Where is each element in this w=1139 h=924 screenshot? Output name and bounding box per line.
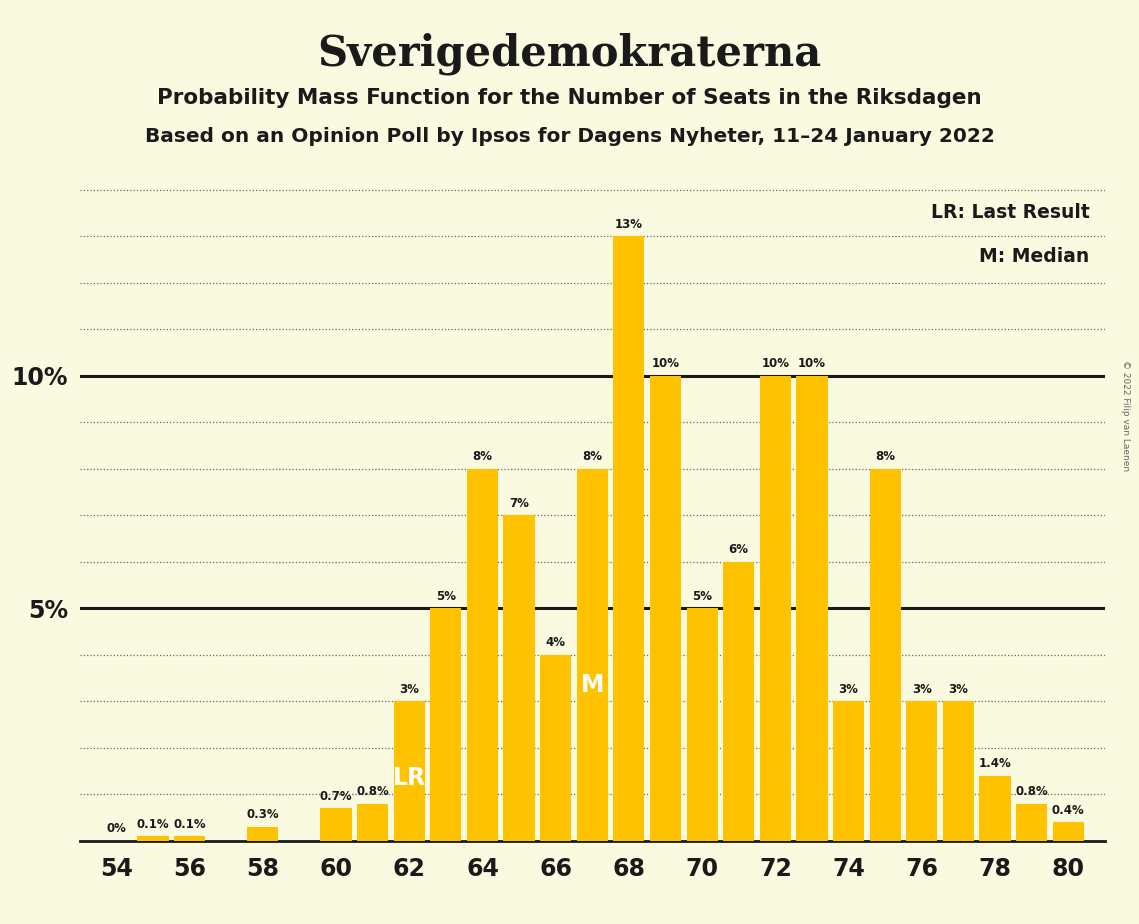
Bar (174, 836, 205, 841)
Bar (540, 655, 572, 841)
Bar (467, 468, 498, 841)
Bar (760, 376, 790, 841)
Text: 0.4%: 0.4% (1051, 804, 1084, 817)
Text: 0.1%: 0.1% (137, 818, 170, 831)
Bar (431, 608, 461, 841)
Text: 3%: 3% (949, 683, 968, 696)
Text: 8%: 8% (875, 450, 895, 463)
Bar (320, 808, 352, 841)
Bar (247, 827, 278, 841)
Text: 0.7%: 0.7% (320, 790, 352, 803)
Bar (833, 701, 865, 841)
Bar (980, 776, 1010, 841)
Text: 10%: 10% (798, 357, 826, 371)
Text: 10%: 10% (761, 357, 789, 371)
Text: 4%: 4% (546, 637, 566, 650)
Text: LR: LR (393, 766, 426, 790)
Text: 3%: 3% (838, 683, 859, 696)
Bar (1016, 804, 1047, 841)
Text: 1.4%: 1.4% (978, 757, 1011, 770)
Bar (357, 804, 388, 841)
Bar (576, 468, 608, 841)
Bar (138, 836, 169, 841)
Text: Sverigedemokraterna: Sverigedemokraterna (318, 32, 821, 75)
Text: Probability Mass Function for the Number of Seats in the Riksdagen: Probability Mass Function for the Number… (157, 88, 982, 108)
Text: 8%: 8% (582, 450, 603, 463)
Text: Based on an Opinion Poll by Ipsos for Dagens Nyheter, 11–24 January 2022: Based on an Opinion Poll by Ipsos for Da… (145, 127, 994, 146)
Bar (869, 468, 901, 841)
Bar (907, 701, 937, 841)
Text: 5%: 5% (693, 590, 712, 602)
Text: 5%: 5% (436, 590, 456, 602)
Bar (687, 608, 718, 841)
Text: 0%: 0% (106, 822, 126, 835)
Text: 13%: 13% (615, 217, 642, 230)
Text: LR: Last Result: LR: Last Result (931, 203, 1089, 223)
Text: 0.1%: 0.1% (173, 818, 206, 831)
Text: 8%: 8% (473, 450, 492, 463)
Text: 7%: 7% (509, 496, 528, 510)
Text: 3%: 3% (912, 683, 932, 696)
Bar (613, 237, 645, 841)
Text: M: Median: M: Median (980, 248, 1089, 266)
Bar (650, 376, 681, 841)
Text: M: M (581, 673, 604, 697)
Text: © 2022 Filip van Laenen: © 2022 Filip van Laenen (1121, 360, 1130, 471)
Bar (503, 516, 534, 841)
Bar (943, 701, 974, 841)
Bar (796, 376, 828, 841)
Bar (394, 701, 425, 841)
Text: 6%: 6% (729, 543, 748, 556)
Text: 0.3%: 0.3% (246, 808, 279, 821)
Text: 3%: 3% (400, 683, 419, 696)
Bar (1052, 822, 1084, 841)
Text: 0.8%: 0.8% (1015, 785, 1048, 798)
Bar (723, 562, 754, 841)
Text: 0.8%: 0.8% (357, 785, 390, 798)
Text: 10%: 10% (652, 357, 680, 371)
